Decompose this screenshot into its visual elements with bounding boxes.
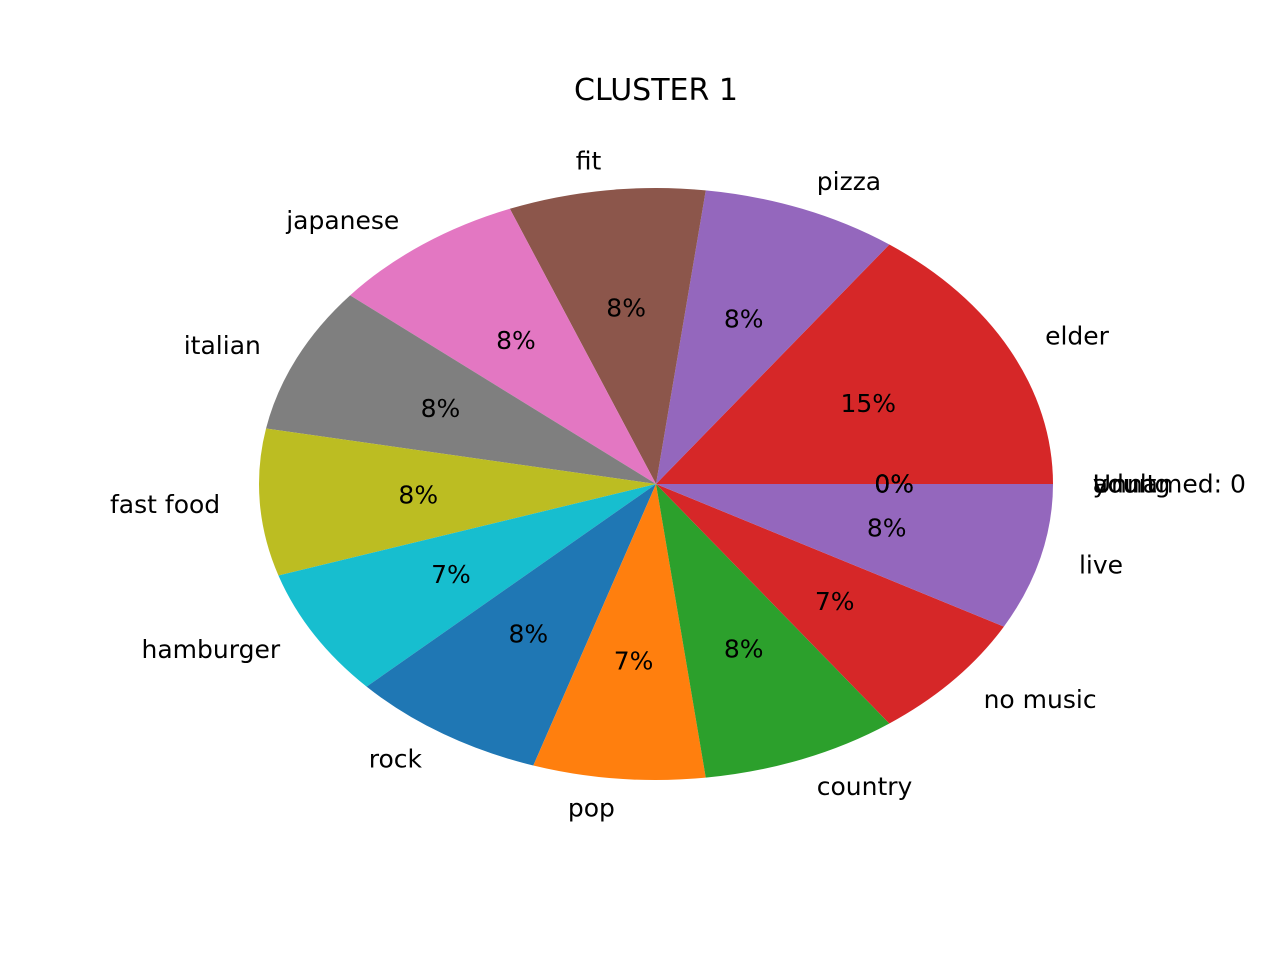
pie-slice-hamburger [278,484,656,687]
pie-percent-rock: 8% [509,619,549,648]
pie-label-rock: rock [369,744,423,773]
pie-slice-rock [366,484,656,766]
pie-slice-japanese [350,208,656,484]
pie-label-fast-food: fast food [110,490,220,519]
pie-slices [258,188,1053,781]
pie-label-hamburger: hamburger [142,635,281,664]
pie-label-no-music: no music [984,685,1097,714]
pie-percent-italian: 8% [421,394,461,423]
pie-label-pop: pop [568,794,615,823]
pie-label-live: live [1079,550,1123,579]
pie-slice-fast-food [258,428,656,576]
chart-title: CLUSTER 1 [574,73,738,108]
pie-slice-fit [509,188,706,484]
pie-percent-no-music: 7% [815,587,855,616]
pie-label-japanese: japanese [285,206,399,235]
pie-percent-fit: 8% [606,293,646,322]
pie-label-elder: elder [1045,322,1110,351]
pie-slice-pizza [656,190,890,484]
pie-label-italian: italian [184,331,261,360]
pie-label-adult: adult [1093,470,1157,499]
pie-slice-elder [656,244,1053,484]
pie-percent-labels: 0%0%0%15%8%8%8%8%8%7%8%7% 8%7%8% [398,293,914,675]
pie-slice-no-music [656,484,1004,724]
pie-slice-pop [533,484,706,781]
pie-percent-unnamed-0: 0% [874,470,914,499]
pie-slice-country [656,484,890,778]
pie-label-country: country [817,772,913,801]
pie-percent-fast-food: 8% [398,481,438,510]
pie-percent-hamburger: 7% [431,560,471,589]
pie-percent-live: 8% [867,514,907,543]
pie-percent-japanese: 8% [496,326,536,355]
pie-label-unnamed-0: Unnamed: 0 [1093,470,1246,499]
pie-percent-pizza: 8% [724,304,764,333]
pie-percent-pop: 7% [614,646,654,675]
pie-label-fit: fit [576,146,602,175]
pie-label-young: young [1093,470,1171,499]
pie-percent-adult: 0% [874,470,914,499]
pie-percent-country: 8% [724,635,764,664]
pie-percent-elder: 15% [840,389,896,418]
pie-slice-italian [266,295,656,484]
pie-slice-live [656,484,1053,627]
pie-label-pizza: pizza [817,167,881,196]
pie-percent-young: 0% [874,470,914,499]
